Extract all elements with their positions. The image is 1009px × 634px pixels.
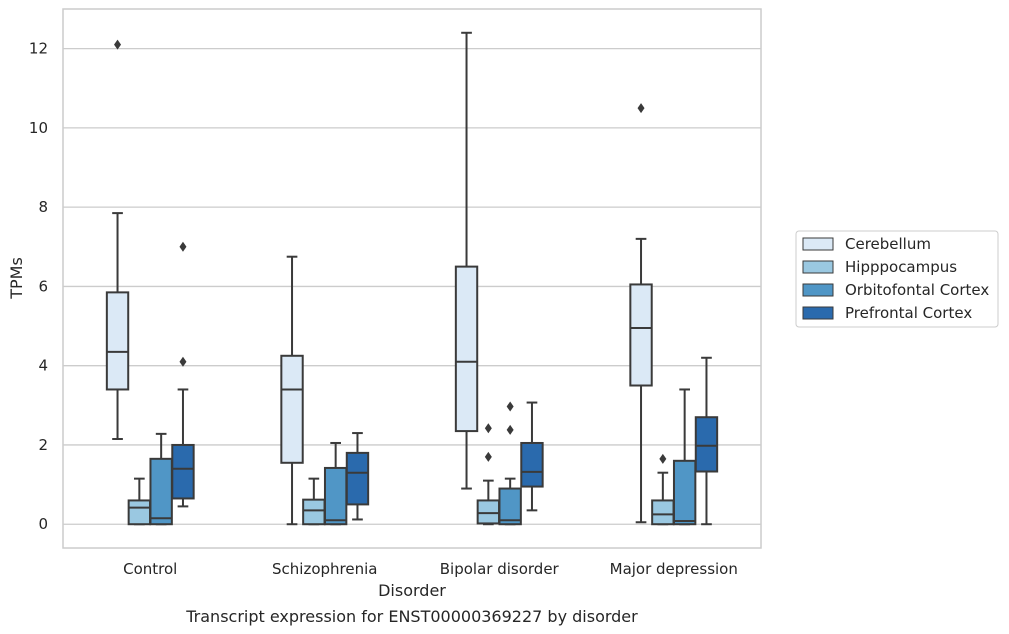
legend-label: Hipppocampus <box>845 258 957 276</box>
y-tick-label: 6 <box>38 277 48 295</box>
x-axis-label: Disorder <box>378 581 446 600</box>
legend-items: Cerebellum Hipppocampus Orbitofontal Corte… <box>802 235 989 322</box>
legend-label: Cerebellum <box>845 235 931 253</box>
legend-swatch <box>802 283 834 297</box>
box-3-2 <box>520 401 544 512</box>
box-body <box>149 457 173 526</box>
box-3-1 <box>345 432 370 521</box>
y-tick-label: 8 <box>38 198 48 216</box>
box-body <box>127 499 152 526</box>
x-tick-label: Major depression <box>610 560 738 578</box>
plot-frame <box>62 8 762 549</box>
box-3-3 <box>694 356 719 526</box>
box-0-3 <box>629 103 653 524</box>
box-body <box>105 291 130 391</box>
box-2-3 <box>672 388 697 526</box>
y-tick-label: 10 <box>29 119 48 137</box>
x-tick-label: Bipolar disorder <box>440 560 560 578</box>
y-axis-label: TPMs <box>7 257 26 300</box>
box-body <box>454 265 479 433</box>
legend-label: Orbitofontal Cortex <box>845 281 989 299</box>
outlier-point <box>506 401 514 412</box>
outlier-point <box>484 451 492 462</box>
box-body <box>302 498 326 526</box>
outlier-point <box>637 103 645 114</box>
box-0-0 <box>105 39 130 441</box>
legend-swatch <box>802 260 834 274</box>
outlier-point <box>659 453 667 464</box>
legend-label: Prefrontal Cortex <box>845 304 972 322</box>
box-body <box>323 466 348 526</box>
box-body <box>694 416 719 473</box>
box-2-1 <box>323 441 348 526</box>
legend-frame <box>795 230 999 328</box>
outlier-point <box>114 39 122 50</box>
box-body <box>672 459 697 526</box>
outlier-point <box>179 356 187 367</box>
box-body <box>476 499 501 525</box>
outlier-point <box>506 424 514 435</box>
y-tick-labels: 0 2 4 6 8 10 12 <box>29 40 48 534</box>
y-tick-label: 0 <box>38 515 48 533</box>
y-tick-label: 12 <box>29 40 48 58</box>
outlier-point <box>179 241 187 252</box>
box-3-0 <box>171 241 195 508</box>
y-tick-label: 2 <box>38 436 48 454</box>
x-tick-labels: Control Schizophrenia Bipolar disorder Majo… <box>123 560 738 578</box>
box-2-2 <box>498 401 522 526</box>
x-tick-label: Control <box>123 560 177 578</box>
legend-swatch <box>802 237 834 251</box>
chart-caption: Transcript expression for ENST0000036922… <box>185 607 638 626</box>
x-tick-label: Schizophrenia <box>272 560 377 578</box>
outlier-point <box>484 423 492 434</box>
box-body <box>171 443 195 500</box>
box-0-1 <box>280 255 304 526</box>
legend: Cerebellum Hipppocampus Orbitofontal Corte… <box>795 230 999 328</box>
box-body <box>651 499 675 526</box>
box-body <box>629 283 653 387</box>
legend-swatch <box>802 306 834 320</box>
box-0-2 <box>454 31 479 490</box>
box-body <box>498 487 522 526</box>
y-tick-label: 4 <box>38 357 48 375</box>
box-body <box>280 354 304 464</box>
box-body <box>345 451 370 506</box>
box-plots <box>105 31 719 526</box>
box-1-2 <box>476 423 501 526</box>
box-1-3 <box>651 453 675 526</box>
box-body <box>520 441 544 488</box>
